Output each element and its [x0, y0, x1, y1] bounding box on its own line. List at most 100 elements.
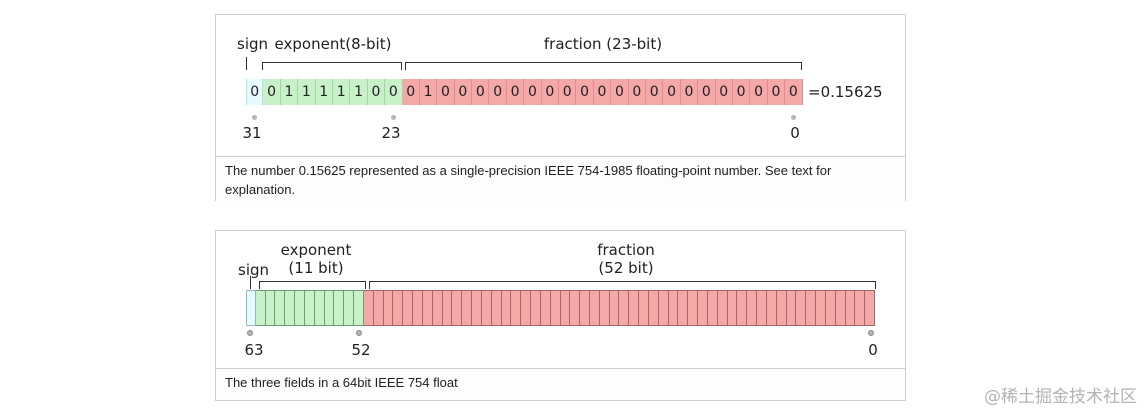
fraction-cell: [363, 290, 374, 326]
exponent-cell: [295, 290, 305, 326]
fraction-bit-cell: 0: [437, 79, 455, 105]
fraction-cell: [619, 290, 630, 326]
fraction-cell: [609, 290, 620, 326]
fraction-cell: [727, 290, 738, 326]
fraction-bit-cell: 0: [767, 79, 786, 105]
exponent-bit-cell: 0: [263, 79, 281, 105]
fraction-cell: [747, 290, 758, 326]
fraction-cell: [806, 290, 817, 326]
fraction-cell: [452, 290, 463, 326]
fraction-bit-cell: 0: [785, 79, 803, 105]
exponent-cell: [334, 290, 345, 326]
fraction-cell: [648, 290, 659, 326]
fraction-bit-cell: 0: [472, 79, 490, 105]
fraction-cell: [668, 290, 679, 326]
bit-index-dot-0: [791, 115, 796, 120]
fraction-bracket: [369, 281, 876, 289]
sign-label: sign: [237, 35, 269, 53]
fraction-cell: [432, 290, 443, 326]
bit-index-label-0: 0: [868, 341, 878, 359]
fraction-cell: [865, 290, 875, 326]
exponent-cell: [275, 290, 286, 326]
figure2-diagram: sign exponent (11 bit) fraction (52 bit)…: [216, 231, 905, 368]
fraction-cell: [629, 290, 640, 326]
figure2-caption: The three fields in a 64bit IEEE 754 flo…: [216, 368, 905, 399]
exponent-label-line2: (11 bit): [288, 259, 344, 277]
fraction-bit-cell: 0: [750, 79, 768, 105]
fraction-cell: [737, 290, 748, 326]
sign-pointer-tick: [250, 276, 251, 289]
fraction-bit-cell: 0: [576, 79, 594, 105]
exponent-bracket: [259, 281, 366, 289]
fraction-cell: [639, 290, 649, 326]
fraction-label-line2: (52 bit): [598, 259, 654, 277]
fraction-bit-cell: 0: [698, 79, 716, 105]
fraction-bit-cell: 0: [541, 79, 560, 105]
bit-index-label-63: 63: [244, 341, 264, 359]
result-value: =0.15625: [808, 83, 883, 101]
exponent-bit-cell: 1: [298, 79, 316, 105]
fraction-bit-cell: 0: [489, 79, 507, 105]
bit-index-dot-31: [252, 115, 257, 120]
fraction-cell: [531, 290, 541, 326]
fraction-cell: [550, 290, 561, 326]
exponent-label-line1: exponent: [280, 241, 352, 259]
fraction-cell: [383, 290, 394, 326]
fraction-bit-cell: 0: [506, 79, 525, 105]
fraction-cell: [825, 290, 836, 326]
fraction-label: fraction (23-bit): [543, 35, 663, 53]
fraction-bit-cell: 0: [715, 79, 733, 105]
figure-double-precision: sign exponent (11 bit) fraction (52 bit)…: [215, 230, 906, 401]
fraction-cell: [776, 290, 787, 326]
bit-index-dot-23: [391, 115, 396, 120]
fraction-bit-cell: 0: [454, 79, 473, 105]
exponent-cell: [324, 290, 335, 326]
fraction-cell: [413, 290, 423, 326]
fraction-cell: [658, 290, 669, 326]
fraction-cell: [511, 290, 522, 326]
exponent-cell: [285, 290, 296, 326]
fraction-cell: [786, 290, 797, 326]
exponent-cell: [344, 290, 355, 326]
sign-label: sign: [238, 261, 270, 279]
bit-index-label-52: 52: [351, 341, 371, 359]
fraction-cell: [540, 290, 551, 326]
sign-bit-cell: 0: [246, 79, 264, 105]
fraction-bracket: [405, 62, 802, 70]
fraction-cell: [481, 290, 492, 326]
exponent-bit-cell: 0: [367, 79, 386, 105]
fraction-cell: [816, 290, 826, 326]
fraction-cell: [717, 290, 728, 326]
exponent-bit-cell: 0: [385, 79, 403, 105]
fraction-bit-cell: 0: [611, 79, 629, 105]
fraction-cell: [707, 290, 718, 326]
fraction-cell: [521, 290, 532, 326]
bit-index-label-31: 31: [242, 124, 262, 142]
fraction-bit-cell: 0: [645, 79, 664, 105]
fraction-cell: [580, 290, 590, 326]
exponent-cell: [255, 290, 266, 326]
fraction-bit-cell: 0: [559, 79, 577, 105]
fraction-cell: [688, 290, 699, 326]
exponent-cell: [314, 290, 325, 326]
sign-pointer-tick: [246, 57, 247, 70]
fraction-cell: [373, 290, 384, 326]
fraction-cell: [698, 290, 708, 326]
figure-single-precision: sign exponent(8-bit) fraction (23-bit) 0…: [215, 14, 906, 206]
fraction-cell: [560, 290, 571, 326]
exponent-cell: [304, 290, 315, 326]
fraction-cell: [491, 290, 502, 326]
fraction-label-line1: fraction: [597, 241, 655, 259]
fraction-cell: [796, 290, 807, 326]
fraction-bit-cell: 0: [628, 79, 646, 105]
figure1-diagram: sign exponent(8-bit) fraction (23-bit) 0…: [216, 15, 905, 156]
fraction-cell: [599, 290, 610, 326]
exponent-cell: [265, 290, 276, 326]
bit-index-dot-0: [868, 330, 874, 336]
exponent-bit-cell: 1: [332, 79, 351, 105]
exponent-bit-cell: 1: [350, 79, 368, 105]
fraction-bit-cell: 0: [593, 79, 612, 105]
fraction-cell: [422, 290, 433, 326]
fraction-cell: [570, 290, 581, 326]
exponent-label: exponent(8-bit): [274, 35, 392, 53]
